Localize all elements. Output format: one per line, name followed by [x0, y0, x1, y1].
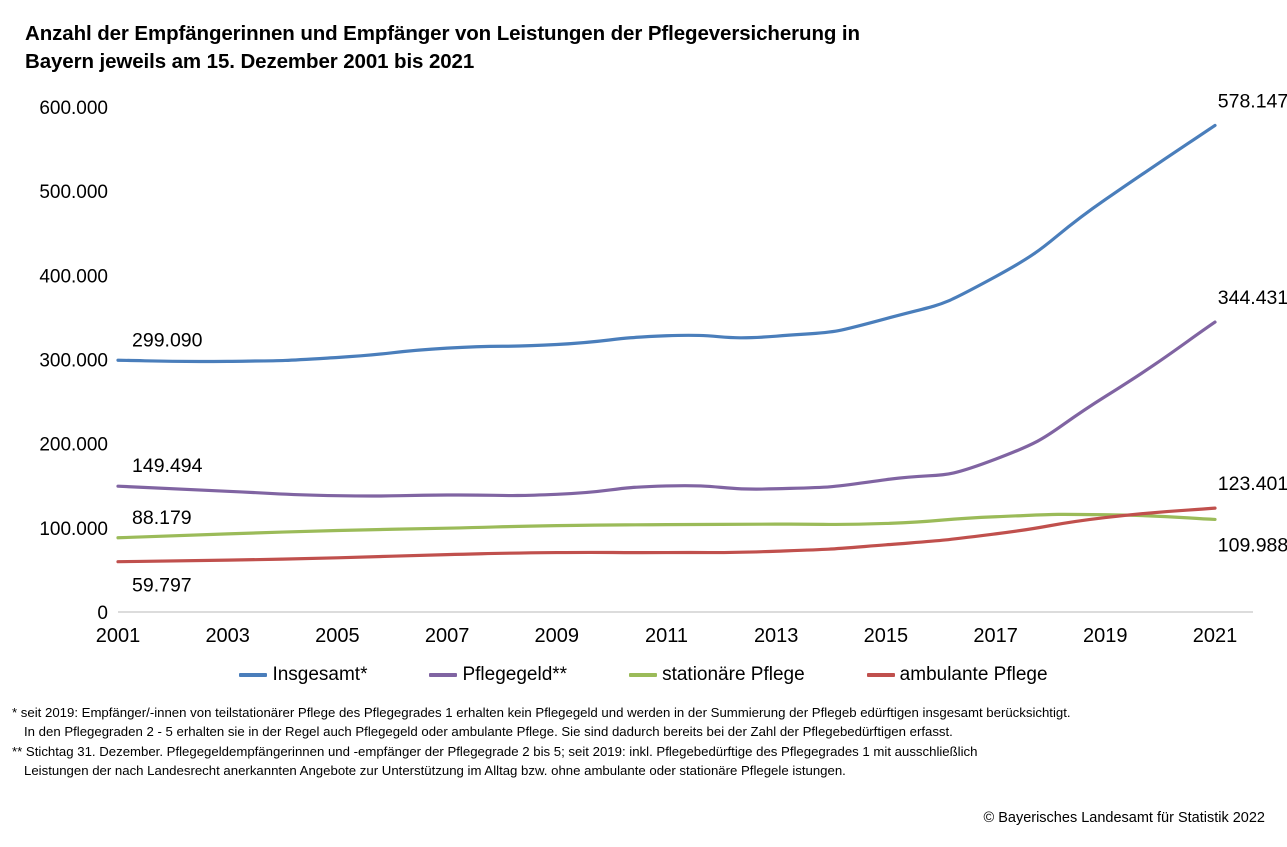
start-label-pflegegeld: 149.494	[132, 455, 203, 477]
legend-item-2[interactable]: Pflegegeld**	[429, 664, 567, 686]
x-tick-label: 2001	[96, 625, 141, 647]
chart-plot-area: 0 100.000 200.000 300.000 400.000 500.000 600.…	[0, 82, 1287, 652]
y-tick-label: 600.000	[39, 98, 108, 119]
data-value-labels: 299.090 149.494 88.179 59.797 578.147 344.431…	[132, 90, 1287, 596]
y-tick-label: 400.000	[39, 266, 108, 287]
y-axis-tick-labels: 0 100.000 200.000 300.000 400.000 500.000 600.…	[39, 98, 108, 624]
x-tick-label: 2011	[645, 625, 688, 647]
legend-swatch-icon	[629, 673, 658, 677]
legend-item-1[interactable]: Insgesamt*	[239, 664, 367, 686]
start-label-insgesamt: 299.090	[132, 329, 203, 351]
footnote-line-3: ** Stichtag 31. Dezember. Pflegegeldempf…	[12, 743, 978, 759]
footnote-line-1: * seit 2019: Empfänger/-innen von teilst…	[12, 705, 1071, 720]
series-line-4	[116, 506, 1217, 564]
legend-item-4[interactable]: ambulante Pflege	[866, 664, 1048, 686]
x-tick-label: 2019	[1083, 625, 1128, 647]
title-line-1: Anzahl der Empfängerinnen und Empfänger …	[25, 22, 860, 45]
title-line-2: Bayern jeweils am 15. Dezember 2001 bis …	[25, 50, 475, 73]
legend-swatch-icon	[239, 673, 268, 677]
x-tick-label: 2009	[535, 625, 580, 647]
footnote-line-2: In den Pflegegraden 2 - 5 erhalten sie i…	[24, 724, 953, 740]
y-tick-label: 300.000	[39, 351, 108, 372]
legend-label: ambulante Pflege	[899, 664, 1048, 685]
x-tick-label: 2003	[205, 625, 250, 647]
x-tick-label: 2007	[425, 625, 470, 647]
x-axis-tick-labels: 2001 2003 2005 2007 2009 2011 2013 2015 2017 2019…	[96, 625, 1238, 647]
chart-legend: Insgesamt* Pflegegeld** stationäre Pflege a…	[0, 655, 1287, 695]
start-label-stationaere: 88.179	[132, 507, 192, 529]
end-label-ambulante: 123.401	[1218, 473, 1287, 495]
x-tick-label: 2015	[864, 625, 909, 647]
y-tick-label: 200.000	[39, 435, 108, 456]
y-tick-label: 0	[97, 603, 108, 624]
series-line-1	[116, 123, 1217, 364]
x-tick-label: 2005	[315, 625, 360, 647]
series-line-3	[116, 512, 1217, 540]
x-tick-label: 2017	[973, 625, 1018, 647]
end-label-pflegegeld: 344.431	[1218, 287, 1287, 309]
line-chart-svg: 0 100.000 200.000 300.000 400.000 500.000 600.…	[39, 90, 1287, 647]
legend-item-3[interactable]: stationäre Pflege	[629, 664, 805, 686]
start-label-ambulante: 59.797	[132, 575, 192, 597]
end-label-insgesamt: 578.147	[1218, 90, 1287, 112]
legend-label: Insgesamt*	[272, 664, 368, 685]
x-tick-label: 2021	[1193, 625, 1238, 647]
page-title: Anzahl der Empfängerinnen und Empfänger …	[25, 20, 1065, 76]
legend-label: stationäre Pflege	[662, 664, 805, 685]
footnote-line-4: Leistungen der nach Landesrecht anerkann…	[24, 763, 846, 779]
data-series-lines	[116, 123, 1217, 564]
legend-label: Pflegegeld**	[462, 664, 568, 685]
legend-swatch-icon	[866, 673, 895, 677]
x-tick-label: 2013	[754, 625, 799, 647]
y-tick-label: 100.000	[39, 519, 108, 540]
series-line-2	[116, 320, 1217, 498]
y-tick-label: 500.000	[39, 182, 108, 203]
copyright-notice: © Bayerisches Landesamt für Statistik 20…	[983, 810, 1266, 826]
legend-swatch-icon	[429, 673, 458, 677]
end-label-stationaere: 109.988	[1218, 534, 1287, 556]
footnotes-block: * seit 2019: Empfänger/-innen von teilst…	[12, 703, 1277, 781]
